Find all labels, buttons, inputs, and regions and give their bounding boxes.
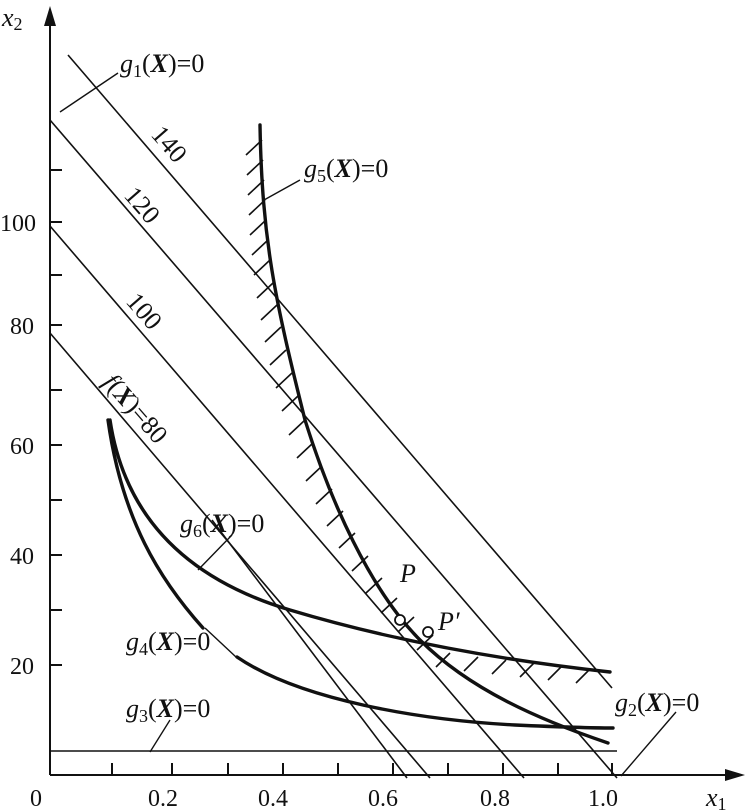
contour-label-120: 120 (118, 181, 165, 229)
x-tick-label: 0.4 (258, 786, 288, 810)
y-axis-arrow (44, 6, 56, 26)
g6-label: g6(X)=0 (180, 509, 264, 541)
y-tick-label: 80 (10, 314, 34, 340)
g5-hatching (245, 139, 434, 651)
contour-label-140: 140 (145, 120, 192, 168)
x-tick-label: 0.6 (368, 786, 398, 810)
g1-label: g1(X)=0 (120, 49, 204, 81)
g3-label: g3(X)=0 (126, 694, 210, 726)
g4-upper-curve (106, 418, 205, 630)
x-tick-label: 0.2 (148, 786, 178, 810)
g4-label: g4(X)=0 (126, 627, 210, 659)
x-axis-arrow (725, 769, 745, 781)
y-axis-label: x2 (1, 3, 23, 34)
g2-leader (620, 711, 677, 777)
point-p-prime-label: P′ (437, 607, 460, 636)
constraint-labels: g1(X)=0 g5(X)=0 g6(X)=0 g4(X)=0 g3(X)=0 … (59, 49, 699, 753)
contour-label-100: 100 (120, 287, 167, 335)
y-tick-label: 40 (10, 544, 34, 570)
x-axis-label: x1 (705, 783, 727, 810)
y-tick-label: 60 (10, 434, 34, 460)
x-tick-label: 0.8 (480, 786, 510, 810)
point-p-label: P (399, 559, 416, 588)
contour-line-140 (67, 54, 613, 689)
constraint-curves (106, 123, 615, 745)
contour-label-f80: f(X)=80 (97, 368, 173, 449)
contour-line-120 (49, 119, 618, 779)
x-tick-label: 1.0 (588, 786, 618, 810)
contour-line-100 (49, 225, 525, 779)
origin-label: 0 (30, 786, 42, 810)
axes (44, 6, 745, 781)
g6-hatching (435, 652, 591, 684)
tick-labels: 0 0.2 0.4 0.6 0.8 1.0 20 40 60 80 100 (0, 211, 618, 810)
g6-leader (197, 534, 233, 571)
g5-leader (263, 179, 301, 201)
g4-lower-curve (235, 655, 615, 730)
y-tick-label: 20 (10, 654, 34, 680)
contour-line-80 (49, 332, 431, 779)
contour-line-extra (211, 519, 408, 779)
g5-label: g5(X)=0 (304, 154, 388, 186)
g6-constraint-curve (108, 418, 612, 674)
g2-label: g2(X)=0 (615, 688, 699, 720)
objective-contours (49, 54, 618, 779)
tick-marks (50, 169, 613, 775)
g3-leader (149, 719, 171, 753)
g1-leader (59, 72, 119, 113)
y-tick-label: 100 (0, 211, 36, 237)
g4-leader (204, 627, 237, 658)
point-p-prime-marker (422, 626, 434, 638)
g5-constraint-curve (258, 123, 610, 745)
point-p-marker (394, 614, 406, 626)
